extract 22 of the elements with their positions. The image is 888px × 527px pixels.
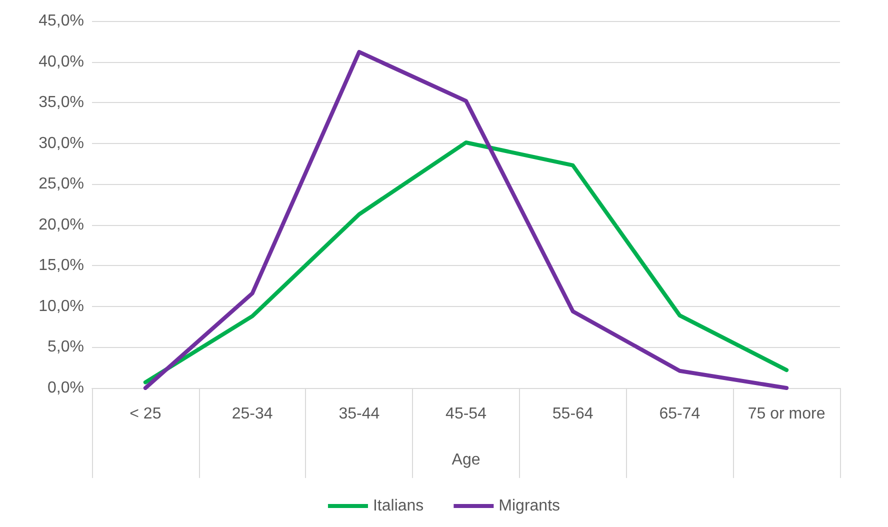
x-axis-title: Age [452,452,480,468]
x-tick-label: 25-34 [232,406,273,422]
y-tick-label: 10,0% [38,298,84,315]
y-tick-label: 15,0% [38,257,84,274]
y-tick-label: 35,0% [38,94,84,112]
x-tick-label: 35-44 [338,406,380,422]
y-tick-label: 20,0% [38,216,84,234]
line-series [143,50,789,390]
y-tick-label: 40,0% [38,53,84,70]
legend-label: Migrants [498,498,560,514]
x-tick-label: 45-54 [446,406,487,422]
x-tick-label: 75 or more [748,406,826,422]
x-tick-label: 65-74 [659,406,700,422]
y-tick-label: 45,0% [38,12,84,30]
y-tick-label: 5,0% [48,338,84,356]
y-tick-label: 0,0% [48,380,84,396]
legend-label: Italians [372,498,424,514]
line-series [143,140,789,384]
y-tick-label: 30,0% [38,134,84,152]
y-tick-label: 25,0% [38,176,84,193]
x-tick-label: 55-64 [552,406,594,422]
x-tick-label: < 25 [130,406,162,422]
